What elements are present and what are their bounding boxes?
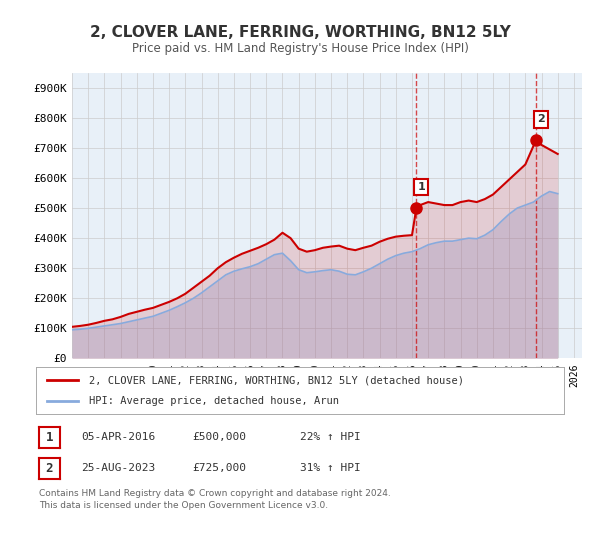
Text: 1: 1 xyxy=(418,182,425,192)
Text: HPI: Average price, detached house, Arun: HPI: Average price, detached house, Arun xyxy=(89,396,339,406)
Text: 05-APR-2016: 05-APR-2016 xyxy=(81,432,155,442)
Text: 2: 2 xyxy=(46,461,53,475)
Text: 2: 2 xyxy=(537,114,545,124)
Text: 31% ↑ HPI: 31% ↑ HPI xyxy=(300,463,361,473)
Text: 1: 1 xyxy=(46,431,53,444)
Text: £725,000: £725,000 xyxy=(192,463,246,473)
Text: 2, CLOVER LANE, FERRING, WORTHING, BN12 5LY: 2, CLOVER LANE, FERRING, WORTHING, BN12 … xyxy=(89,25,511,40)
Text: 22% ↑ HPI: 22% ↑ HPI xyxy=(300,432,361,442)
Text: 2, CLOVER LANE, FERRING, WORTHING, BN12 5LY (detached house): 2, CLOVER LANE, FERRING, WORTHING, BN12 … xyxy=(89,375,464,385)
Text: 25-AUG-2023: 25-AUG-2023 xyxy=(81,463,155,473)
Text: This data is licensed under the Open Government Licence v3.0.: This data is licensed under the Open Gov… xyxy=(39,501,328,510)
Text: Contains HM Land Registry data © Crown copyright and database right 2024.: Contains HM Land Registry data © Crown c… xyxy=(39,488,391,498)
Text: £500,000: £500,000 xyxy=(192,432,246,442)
Text: Price paid vs. HM Land Registry's House Price Index (HPI): Price paid vs. HM Land Registry's House … xyxy=(131,42,469,55)
